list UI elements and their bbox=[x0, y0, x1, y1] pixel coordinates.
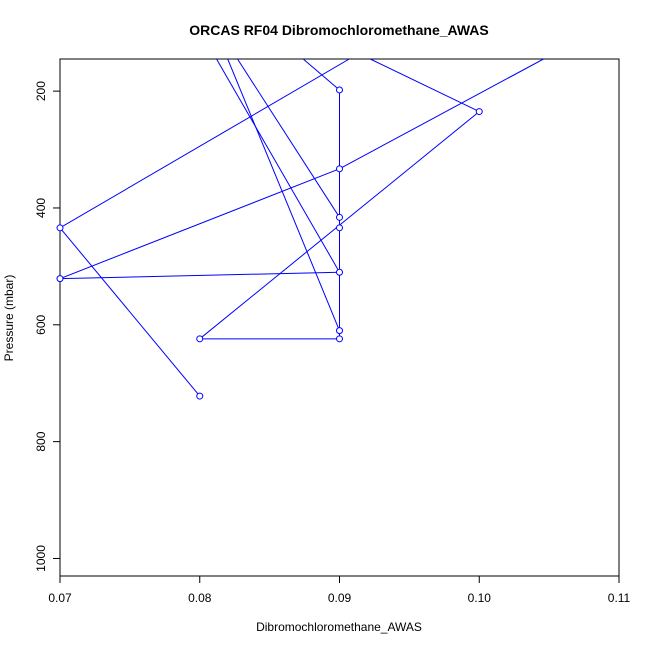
y-tick-label: 400 bbox=[34, 198, 48, 218]
series-segment bbox=[339, 59, 544, 170]
data-point bbox=[336, 224, 343, 232]
y-tick-label: 200 bbox=[34, 81, 48, 101]
y-tick-label: 600 bbox=[34, 314, 48, 334]
points-layer bbox=[56, 86, 483, 400]
chart-title: ORCAS RF04 Dibromochloromethane_AWAS bbox=[189, 22, 489, 38]
data-point bbox=[336, 327, 343, 335]
data-point bbox=[475, 108, 483, 116]
x-tick-label: 0.10 bbox=[468, 591, 492, 605]
series-segment bbox=[237, 59, 340, 218]
series-segment bbox=[302, 59, 340, 91]
series-segment bbox=[60, 168, 340, 280]
x-tick-label: 0.09 bbox=[328, 591, 352, 605]
series-segment bbox=[227, 59, 340, 331]
series-segment bbox=[60, 271, 340, 280]
data-point bbox=[336, 335, 343, 343]
x-axis: 0.07 0.08 0.09 0.10 0.11 bbox=[48, 576, 631, 605]
data-point bbox=[196, 392, 204, 400]
y-tick-label: 1000 bbox=[34, 545, 48, 572]
x-axis-label: Dibromochloromethane_AWAS bbox=[256, 620, 422, 634]
series-segment bbox=[216, 59, 340, 273]
series-segment bbox=[370, 59, 480, 113]
y-axis: 200 400 600 800 1000 bbox=[34, 81, 60, 572]
data-point bbox=[336, 86, 343, 94]
data-point bbox=[196, 335, 204, 343]
x-tick-label: 0.08 bbox=[188, 591, 212, 605]
data-point bbox=[336, 213, 343, 221]
data-point bbox=[336, 268, 343, 276]
data-point bbox=[336, 165, 343, 173]
y-axis-label: Pressure (mbar) bbox=[2, 275, 16, 362]
series-segment bbox=[60, 227, 201, 397]
series-segment bbox=[60, 59, 350, 229]
data-point bbox=[56, 224, 64, 232]
x-tick-label: 0.07 bbox=[48, 591, 72, 605]
data-point bbox=[56, 275, 64, 283]
y-tick-label: 800 bbox=[34, 431, 48, 451]
x-tick-label: 0.11 bbox=[608, 591, 631, 605]
